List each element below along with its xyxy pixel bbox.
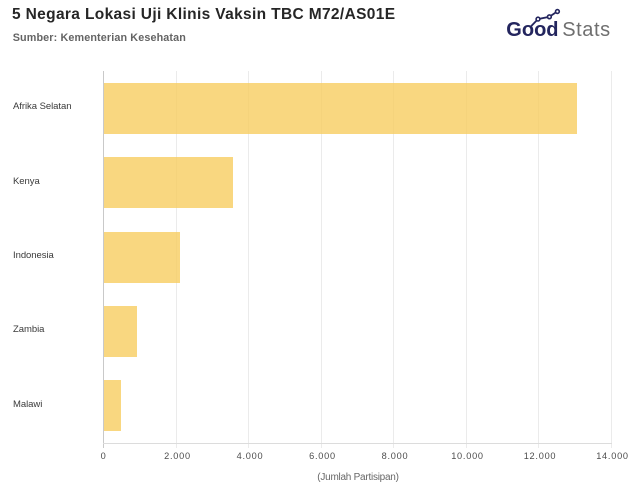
svg-text:Good: Good: [506, 19, 558, 41]
svg-text:Stats: Stats: [562, 19, 611, 41]
